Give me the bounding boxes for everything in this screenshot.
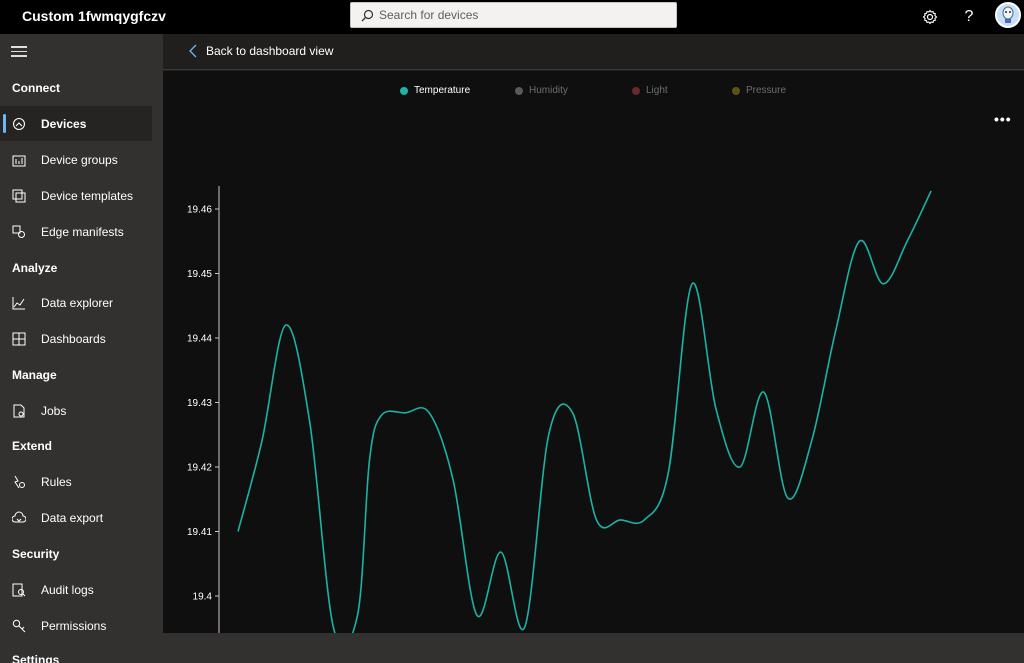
sidebar-item-audit-logs[interactable]: Audit logs <box>0 572 152 607</box>
bottom-strip <box>163 633 1024 663</box>
section-connect: Connect <box>12 81 60 95</box>
audit-logs-icon <box>11 582 27 598</box>
y-tick-label: 19.41 <box>187 527 212 538</box>
sidebar-item-devices[interactable]: Devices <box>0 106 152 141</box>
legend-item-humidity[interactable]: Humidity <box>515 85 568 96</box>
data-explorer-icon <box>11 295 27 311</box>
help-icon[interactable]: ? <box>964 8 974 25</box>
sidebar-item-device-templates[interactable]: Device templates <box>0 178 152 213</box>
legend-dot <box>732 86 740 95</box>
gear-icon[interactable] <box>917 4 943 30</box>
sidebar-item-data-export[interactable]: Data export <box>0 500 152 535</box>
sidebar-item-edge-manifests[interactable]: Edge manifests <box>0 214 152 249</box>
search-icon <box>355 3 379 27</box>
data-export-icon <box>11 510 27 526</box>
section-settings[interactable]: Settings <box>12 653 60 663</box>
avatar[interactable] <box>995 2 1021 28</box>
legend-item-light[interactable]: Light <box>632 85 668 96</box>
top-bar: Custom 1fwmqygfczv ? <box>0 0 1024 34</box>
legend-label: Temperature <box>414 85 471 96</box>
more-options-icon[interactable]: ••• <box>994 111 1012 127</box>
rules-icon <box>11 474 27 490</box>
legend-label: Humidity <box>529 85 568 96</box>
sidebar-item-label: Data export <box>41 510 104 525</box>
search-input[interactable] <box>379 8 659 22</box>
y-tick-label: 19.45 <box>187 269 212 280</box>
legend-dot <box>400 86 408 95</box>
dashboards-icon <box>11 331 27 347</box>
sidebar-item-jobs[interactable]: Jobs <box>0 393 152 428</box>
y-tick-label: 19.4 <box>193 592 213 603</box>
legend-dot <box>515 86 523 95</box>
section-security: Security <box>12 547 60 561</box>
devices-icon <box>11 116 27 132</box>
y-tick-label: 19.44 <box>187 334 212 345</box>
section-analyze: Analyze <box>12 261 58 275</box>
back-to-dashboard-button[interactable]: Back to dashboard view <box>189 44 333 58</box>
chevron-left-icon <box>189 44 197 58</box>
y-tick-label: 19.42 <box>187 463 212 474</box>
legend-item-temperature[interactable]: Temperature <box>400 85 470 96</box>
legend-label: Pressure <box>746 85 787 96</box>
section-manage: Manage <box>12 368 57 382</box>
line-chart: 19.419.4119.4219.4319.4419.4519.4605:15 … <box>187 186 932 633</box>
legend-dot <box>632 86 640 95</box>
sidebar-item-device-groups[interactable]: Device groups <box>0 142 152 177</box>
sidebar-item-label: Devices <box>41 116 87 131</box>
sidebar-item-label: Dashboards <box>41 331 106 346</box>
sidebar-item-label: Data explorer <box>41 295 114 310</box>
sidebar-item-label: Permissions <box>41 618 107 633</box>
chart-panel: Temperature Humidity Light Pressure ••• … <box>163 71 1024 633</box>
jobs-icon <box>11 403 27 419</box>
key-icon <box>11 618 27 634</box>
sidebar-item-label: Rules <box>41 474 72 489</box>
sidebar-item-permissions[interactable]: Permissions <box>0 608 152 643</box>
y-tick-label: 19.43 <box>187 398 212 409</box>
sidebar-item-label: Edge manifests <box>41 224 124 239</box>
series-line-temperature <box>237 190 932 633</box>
sidebar-item-data-explorer[interactable]: Data explorer <box>0 285 152 320</box>
sidebar-item-label: Jobs <box>41 403 67 418</box>
sidebar-item-rules[interactable]: Rules <box>0 464 152 499</box>
back-label: Back to dashboard view <box>206 44 334 58</box>
sidebar-item-label: Device groups <box>41 152 118 167</box>
sidebar-item-label: Device templates <box>41 188 134 203</box>
hamburger-menu-icon[interactable] <box>11 46 27 60</box>
section-extend: Extend <box>12 439 53 453</box>
device-groups-icon <box>11 152 27 168</box>
sidebar-item-label: Audit logs <box>41 582 94 597</box>
legend-label: Light <box>646 85 668 96</box>
sidebar-item-dashboards[interactable]: Dashboards <box>0 321 152 356</box>
edge-manifests-icon <box>11 224 27 240</box>
legend-item-pressure[interactable]: Pressure <box>732 85 786 96</box>
sidebar: Connect Devices Device groups Device tem… <box>0 34 163 663</box>
main-content: Back to dashboard view Temperature Humid… <box>163 34 1024 663</box>
device-templates-icon <box>11 188 27 204</box>
search-box[interactable] <box>350 2 677 28</box>
back-bar: Back to dashboard view <box>163 34 1024 70</box>
app-title[interactable]: Custom 1fwmqygfczv <box>22 8 166 24</box>
y-tick-label: 19.46 <box>187 205 212 216</box>
